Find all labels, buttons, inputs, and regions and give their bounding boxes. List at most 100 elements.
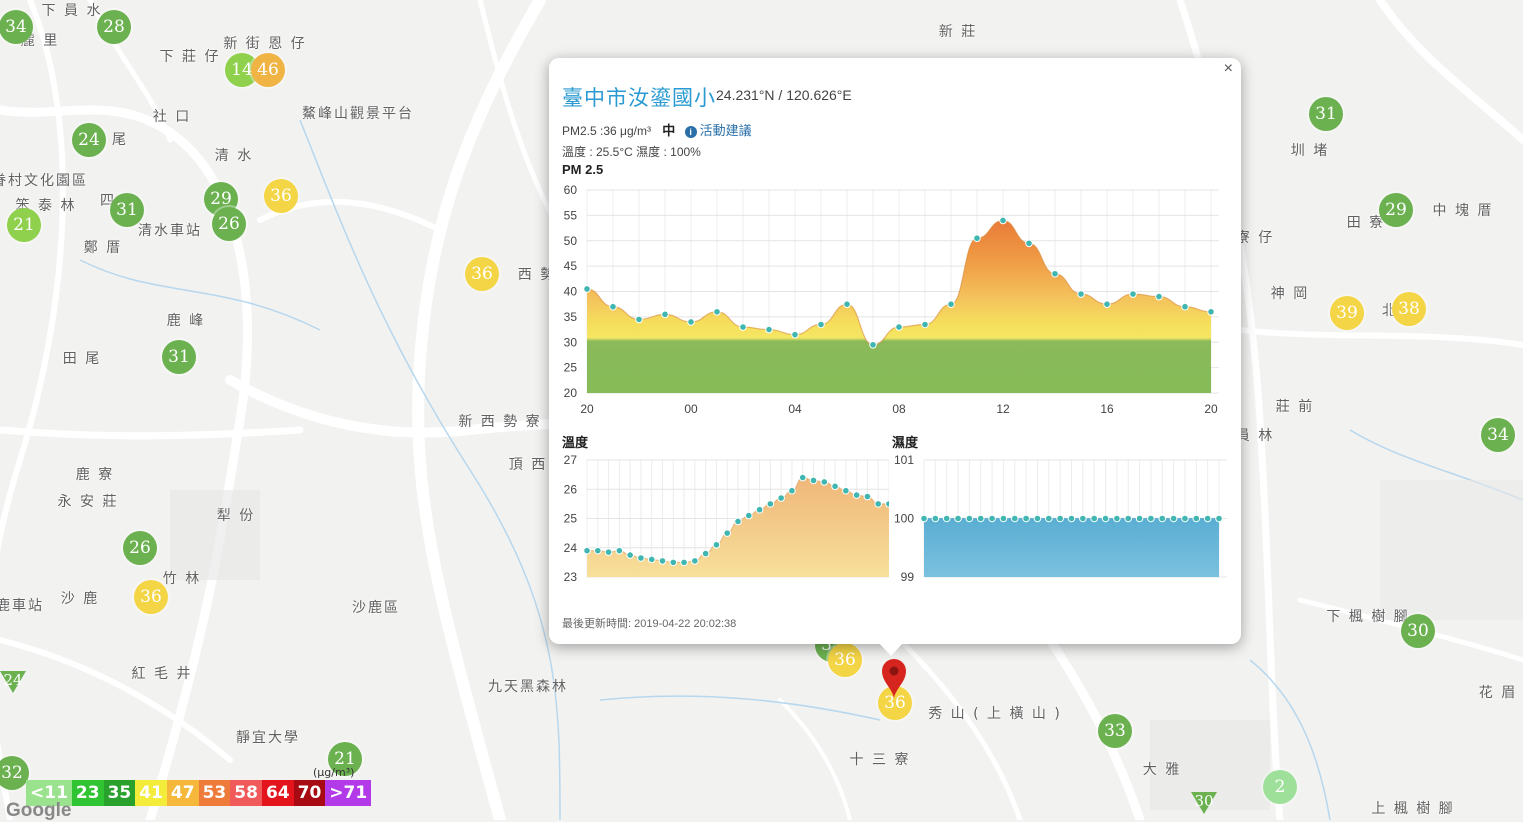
chart-point[interactable] [976, 514, 985, 523]
temp-chart[interactable]: 23 24 25 26 27 [549, 450, 889, 590]
chart-point[interactable] [1079, 514, 1087, 523]
chart-point[interactable] [604, 548, 613, 556]
station-marker[interactable]: 36 [134, 580, 168, 614]
chart-point[interactable] [1051, 269, 1059, 278]
chart-point[interactable] [1025, 239, 1033, 248]
chart-point[interactable] [809, 476, 818, 485]
chart-point[interactable] [869, 340, 877, 349]
station-marker[interactable]: 26 [212, 207, 246, 241]
chart-point[interactable] [1181, 514, 1189, 523]
chart-point[interactable] [744, 511, 753, 520]
chart-point[interactable] [885, 500, 889, 508]
chart-point[interactable] [820, 478, 829, 486]
chart-point[interactable] [1181, 302, 1189, 311]
station-marker[interactable]: 38 [1392, 292, 1426, 326]
chart-point[interactable] [1124, 514, 1133, 523]
chart-point[interactable] [1135, 514, 1144, 523]
station-marker[interactable]: 29 [1379, 193, 1413, 227]
chart-point[interactable] [1155, 292, 1163, 301]
chart-point[interactable] [817, 320, 825, 329]
station-marker[interactable]: 32 [0, 756, 29, 790]
chart-point[interactable] [1010, 514, 1019, 523]
chart-point[interactable] [1207, 308, 1215, 316]
chart-point[interactable] [921, 320, 929, 329]
chart-point[interactable] [965, 514, 974, 523]
close-button[interactable]: × [1223, 60, 1233, 77]
chart-point[interactable] [988, 514, 996, 523]
chart-point[interactable] [1169, 514, 1178, 523]
station-marker[interactable]: 34 [0, 10, 33, 44]
chart-point[interactable] [701, 549, 710, 558]
station-marker[interactable]: 36 [828, 643, 862, 677]
chart-point[interactable] [615, 546, 624, 555]
station-marker[interactable]: 21 [7, 208, 41, 242]
chart-point[interactable] [1045, 514, 1053, 523]
chart-point[interactable] [852, 491, 861, 499]
chart-point[interactable] [931, 514, 940, 523]
chart-point[interactable] [1067, 514, 1076, 523]
chart-point[interactable] [1103, 300, 1111, 308]
chart-point[interactable] [1022, 514, 1030, 523]
chart-point[interactable] [777, 494, 785, 502]
chart-point[interactable] [1077, 290, 1085, 298]
chart-point[interactable] [1101, 514, 1110, 523]
chart-point[interactable] [895, 323, 903, 331]
station-marker[interactable]: 36 [264, 179, 298, 213]
map-pin-icon[interactable] [879, 658, 909, 700]
chart-point[interactable] [765, 325, 773, 334]
chart-point[interactable] [713, 308, 721, 316]
chart-point[interactable] [1090, 514, 1098, 523]
station-marker[interactable]: 26 [123, 531, 157, 565]
station-marker[interactable]: 24 [72, 123, 106, 157]
station-marker[interactable]: 2 [1263, 770, 1297, 804]
chart-point[interactable] [609, 302, 617, 311]
station-marker[interactable]: 21 [328, 742, 362, 776]
station-marker[interactable]: 36 [465, 257, 499, 291]
station-marker[interactable]: 46 [251, 53, 285, 87]
chart-point[interactable] [712, 541, 721, 549]
chart-point[interactable] [842, 486, 850, 495]
station-marker[interactable]: 31 [110, 193, 144, 227]
humidity-chart[interactable]: 99 100 101 [884, 450, 1234, 590]
chart-point[interactable] [658, 557, 667, 565]
station-marker[interactable]: 30 [1401, 614, 1435, 648]
station-marker[interactable]: 39 [1330, 296, 1364, 330]
chart-point[interactable] [626, 551, 634, 559]
pm-chart[interactable]: 20 25 30 35 40 45 50 55 60 20 00 04 08 12 16 20 [549, 176, 1241, 416]
chart-point[interactable] [831, 482, 839, 491]
chart-point[interactable] [637, 554, 645, 562]
station-marker-triangle[interactable]: 30 [1191, 792, 1217, 814]
chart-point[interactable] [920, 514, 928, 523]
chart-point[interactable] [723, 529, 732, 537]
chart-point[interactable] [687, 318, 695, 326]
chart-point[interactable] [942, 514, 951, 523]
chart-point[interactable] [788, 486, 796, 495]
chart-point[interactable] [766, 500, 775, 508]
chart-point[interactable] [999, 216, 1007, 225]
chart-point[interactable] [954, 514, 962, 523]
chart-point[interactable] [1056, 514, 1064, 523]
chart-point[interactable] [1158, 514, 1167, 523]
chart-point[interactable] [1192, 514, 1201, 523]
chart-point[interactable] [583, 285, 591, 293]
station-marker-triangle[interactable]: 24 [0, 671, 26, 693]
chart-point[interactable] [1113, 514, 1121, 523]
chart-point[interactable] [1033, 514, 1042, 523]
station-marker[interactable]: 28 [97, 10, 131, 44]
chart-point[interactable] [680, 558, 688, 567]
chart-point[interactable] [739, 323, 747, 331]
chart-point[interactable] [647, 555, 656, 564]
station-name[interactable]: 臺中市汝鎏國小 [562, 87, 716, 110]
chart-point[interactable] [874, 500, 883, 508]
chart-point[interactable] [661, 310, 669, 319]
chart-point[interactable] [791, 330, 799, 339]
chart-point[interactable] [1215, 514, 1223, 523]
chart-point[interactable] [635, 315, 643, 324]
chart-point[interactable] [755, 505, 764, 514]
chart-point[interactable] [973, 234, 981, 243]
station-marker[interactable]: 31 [1309, 97, 1343, 131]
chart-point[interactable] [1203, 514, 1212, 523]
station-marker[interactable]: 31 [162, 340, 196, 374]
station-marker[interactable]: 33 [1098, 714, 1132, 748]
